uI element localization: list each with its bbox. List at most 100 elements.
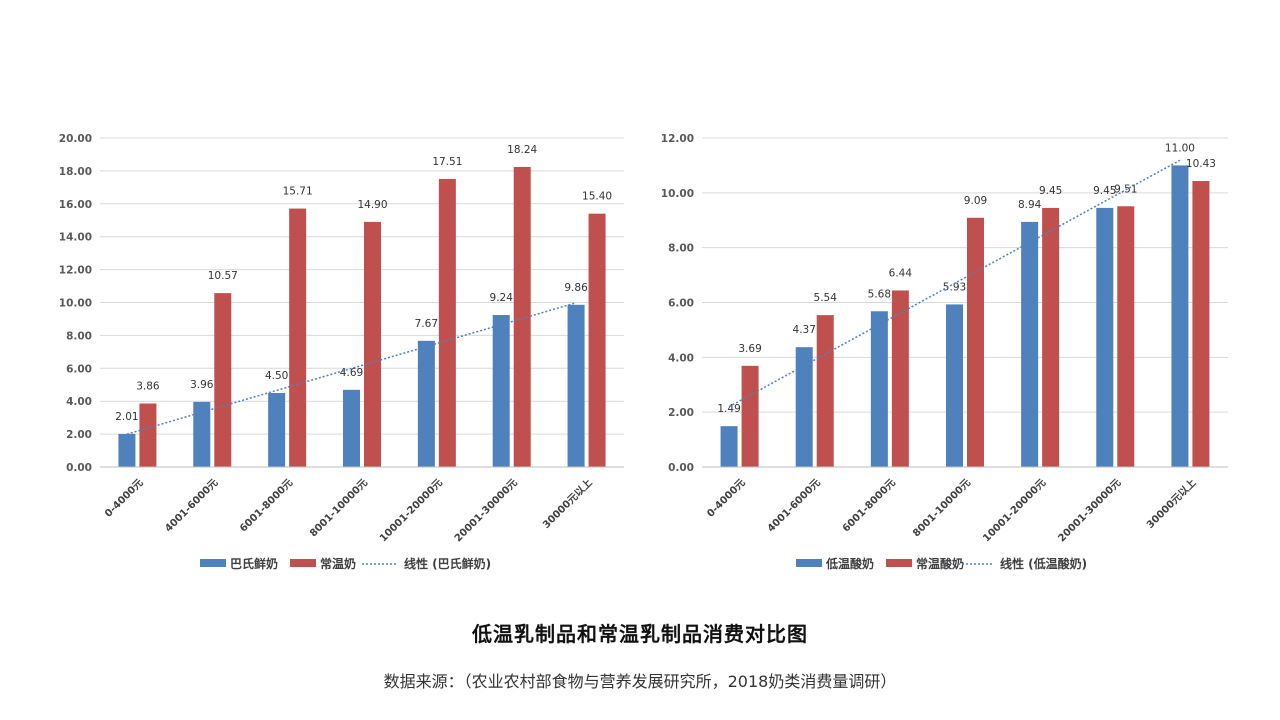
chart2-x-tick-label: 4001-6000元 (765, 477, 823, 535)
chart2-data-label: 11.00 (1165, 142, 1195, 154)
chart1-y-tick-label: 12.00 (59, 265, 92, 277)
chart2-y-tick-label: 12.00 (661, 133, 694, 145)
chart1-data-label: 3.96 (190, 379, 214, 391)
chart2-bar-b (1117, 206, 1135, 467)
chart2-bar-b (891, 290, 909, 467)
chart2-y-tick-label: 6.00 (668, 298, 694, 310)
chart1-legend-label: 常温奶 (320, 556, 356, 571)
chart2-x-tick-label: 20001-30000元 (1056, 477, 1124, 545)
chart1-data-label: 15.71 (283, 186, 313, 198)
chart2-x-tick-label: 8001-10000元 (910, 477, 973, 540)
chart2-y-tick-label: 4.00 (668, 352, 694, 364)
chart1-y-tick-label: 8.00 (66, 330, 92, 342)
chart1-data-label: 2.01 (115, 411, 138, 423)
chart1-bar-b (139, 403, 157, 467)
chart2-bar-a (1096, 207, 1114, 467)
chart1-bar-b (438, 178, 456, 467)
chart2-x-tick-label: 30000元以上 (1144, 476, 1199, 531)
chart1-trendline (126, 302, 577, 435)
chart2-bar-b (816, 315, 834, 467)
chart1-bar-b (588, 213, 606, 467)
chart1-y-tick-label: 6.00 (66, 363, 92, 375)
chart1-x-tick-label: 4001-6000元 (163, 477, 221, 535)
chart2-bar-a (870, 311, 888, 467)
chart2-bar-b (1042, 207, 1060, 467)
chart1-data-label: 4.50 (265, 370, 288, 382)
chart1-bar-a (417, 340, 435, 467)
chart2-legend-swatch (796, 559, 822, 567)
chart2-trendline (728, 159, 1181, 408)
chart2-x-tick-label: 0-4000元 (705, 477, 748, 520)
chart1-y-tick-label: 16.00 (59, 199, 92, 211)
chart1-y-tick-label: 2.00 (66, 429, 92, 441)
chart1-bar-a (492, 315, 510, 467)
chart2-y-tick-label: 2.00 (668, 407, 694, 419)
chart2-legend-label: 低温酸奶 (825, 556, 874, 571)
chart1-bar-a (343, 389, 360, 467)
chart1-y-tick-label: 20.00 (59, 133, 92, 145)
chart2-y-tick-label: 10.00 (661, 188, 694, 200)
chart1-data-label: 4.69 (340, 367, 363, 379)
chart2-bar-a (946, 304, 963, 467)
chart2-y-tick-label: 8.00 (668, 243, 694, 255)
chart2-data-label: 5.68 (868, 288, 891, 300)
chart2-legend-label: 常温酸奶 (916, 556, 964, 571)
chart2-bar-b (967, 217, 984, 467)
chart1-data-label: 18.24 (507, 144, 537, 156)
chart1-legend-label: 巴氏鲜奶 (230, 556, 278, 571)
chart2-data-label: 5.54 (814, 292, 838, 304)
chart1-legend-swatch (200, 559, 226, 567)
chart1-bar-b (364, 221, 381, 467)
chart1-data-label: 17.51 (432, 156, 462, 168)
chart1-data-label: 15.40 (582, 191, 612, 203)
chart1-x-tick-label: 6001-8000元 (237, 477, 295, 535)
chart1-bar-a (268, 392, 286, 467)
chart2-legend-label: 线性 (低温酸奶) (1000, 556, 1087, 571)
chart1-y-tick-label: 4.00 (66, 396, 92, 408)
chart2-data-label: 5.93 (943, 281, 966, 293)
chart2-legend-swatch (886, 559, 912, 567)
chart1-x-tick-label: 20001-30000元 (452, 477, 520, 545)
chart1-data-label: 9.86 (564, 282, 588, 294)
chart2-data-label: 9.09 (964, 195, 987, 207)
chart2-data-label: 4.37 (793, 324, 816, 336)
chart1-bar-a (567, 304, 585, 467)
chart1-x-tick-label: 10001-20000元 (377, 477, 445, 545)
chart2-data-label: 1.49 (717, 403, 740, 415)
chart2-x-tick-label: 6001-8000元 (840, 477, 898, 535)
chart2-data-label: 3.69 (738, 343, 761, 355)
chart2-bar-b (741, 365, 759, 467)
chart2-data-label: 6.44 (889, 267, 913, 279)
chart1-bar-b (289, 208, 307, 467)
chart2-data-label: 8.94 (1018, 199, 1042, 211)
chart2-x-tick-label: 10001-20000元 (981, 477, 1049, 545)
chart1-bar-a (118, 433, 136, 467)
chart2-data-label: 10.43 (1186, 158, 1216, 170)
chart2-y-tick-label: 0.00 (668, 462, 694, 474)
chart1-legend-swatch (290, 559, 316, 567)
chart2-bar-b (1192, 181, 1210, 467)
chart2-bar-a (720, 426, 738, 467)
chart1-data-label: 9.24 (490, 292, 514, 304)
chart1-data-label: 3.86 (136, 381, 160, 393)
chart1-bar-b (214, 293, 232, 467)
chart1-x-tick-label: 8001-10000元 (307, 477, 370, 540)
figure-title: 低温乳制品和常温乳制品消费对比图 (472, 622, 808, 646)
chart2-bar-a (1171, 165, 1189, 467)
chart1-y-tick-label: 0.00 (66, 462, 92, 474)
chart2-data-label: 9.45 (1093, 185, 1116, 197)
chart2-bar-a (795, 347, 813, 467)
chart2-bar-a (1021, 221, 1039, 467)
chart1-data-label: 10.57 (208, 270, 238, 282)
chart1-y-tick-label: 14.00 (59, 232, 92, 244)
chart1-x-tick-label: 30000元以上 (540, 476, 595, 531)
chart2-data-label: 9.45 (1039, 185, 1062, 197)
chart1-data-label: 7.67 (415, 318, 438, 330)
chart1-bar-a (193, 401, 211, 467)
chart1-data-label: 14.90 (357, 199, 387, 211)
chart1-legend-label: 线性 (巴氏鲜奶) (404, 556, 491, 571)
chart1-x-tick-label: 0-4000元 (102, 477, 145, 520)
chart1-y-tick-label: 10.00 (59, 298, 92, 310)
chart1-y-tick-label: 18.00 (59, 166, 92, 178)
